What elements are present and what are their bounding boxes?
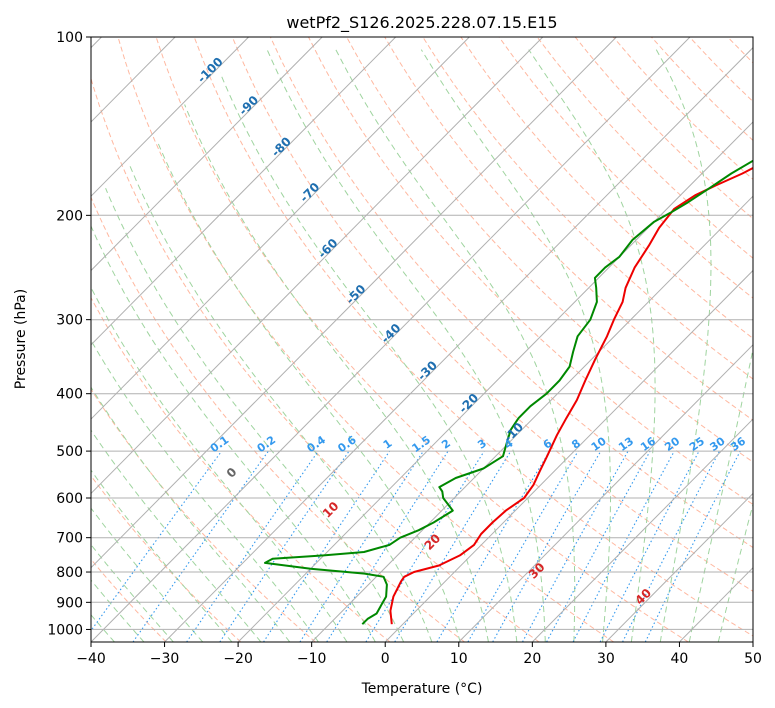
isotherm-line xyxy=(91,37,544,495)
moist-adiabat-line xyxy=(91,286,348,642)
x-axis-label: Temperature (°C) xyxy=(361,681,483,697)
y-tick-label: 600 xyxy=(56,491,83,507)
x-tick-label: 20 xyxy=(523,651,541,667)
mixing-ratio-line xyxy=(186,450,319,642)
dry-adiabat-line xyxy=(346,37,753,463)
x-tick-label: −10 xyxy=(297,651,327,667)
isotherm-line xyxy=(531,418,753,642)
y-tick-label: 200 xyxy=(56,208,83,224)
mixing-ratio-line xyxy=(546,450,651,642)
moist-adiabat-line xyxy=(91,579,145,642)
mixing-ratio-line xyxy=(394,450,512,642)
moist-adiabat-line xyxy=(335,49,576,642)
mixing-ratio-line xyxy=(522,450,629,642)
dewpoint-line xyxy=(264,159,753,625)
moist-adiabat-line xyxy=(91,386,291,642)
dry-adiabat-line xyxy=(91,474,242,642)
moist-adiabat-line xyxy=(688,346,753,642)
isotherm-line xyxy=(91,37,470,420)
moist-adiabat-line xyxy=(717,502,753,642)
y-tick-label: 300 xyxy=(56,313,83,329)
dry-adiabat-line xyxy=(91,296,391,642)
x-tick-label: −40 xyxy=(76,651,106,667)
x-tick-label: 0 xyxy=(381,651,390,667)
y-tick-label: 100 xyxy=(56,30,83,46)
moist-adiabat-line xyxy=(266,49,546,642)
grid-lines xyxy=(91,37,753,642)
mixing-ratio-line xyxy=(365,450,485,642)
mixing-ratio-line xyxy=(326,450,449,642)
x-tick-label: −20 xyxy=(223,651,253,667)
plot-area: 0.1 0.2 0.4 0.6 1 1.5 2 3 4 6 8 10 13 16 20 25 30 36-100-… xyxy=(91,37,753,642)
mixing-ratio-line xyxy=(622,450,720,642)
temperature-line xyxy=(389,166,753,625)
isotherm-line xyxy=(458,344,753,642)
isotherm-line xyxy=(237,121,753,642)
dry-adiabat-line xyxy=(91,196,465,642)
y-axis-label: Pressure (hPa) xyxy=(13,289,29,389)
moist-adiabat-line xyxy=(91,543,174,642)
x-tick-label: −30 xyxy=(150,651,180,667)
profile-lines xyxy=(264,159,753,625)
dry-adiabat-line xyxy=(91,558,167,642)
mixing-ratio-line xyxy=(644,450,741,642)
chart-title: wetPf2_S126.2025.228.07.15.E15 xyxy=(286,13,557,33)
x-tick-label: 40 xyxy=(671,651,689,667)
mixing-ratio-line xyxy=(263,450,391,642)
isotherm-line xyxy=(164,46,753,642)
dry-adiabat-line xyxy=(117,37,614,642)
y-tick-label: 700 xyxy=(56,531,83,547)
mixing-ratio-line xyxy=(572,450,675,642)
mixing-ratio-lines xyxy=(91,450,741,642)
dry-adiabat-line xyxy=(231,37,753,592)
moist-adiabat-line xyxy=(105,188,405,642)
dry-adiabat-line xyxy=(269,37,753,549)
y-axis-ticks: 100 200 300 400 500 600 700 800 900 1000 xyxy=(47,30,91,638)
isotherm-line xyxy=(91,37,397,346)
dry-adiabat-line xyxy=(91,76,540,642)
moist-adiabat-line xyxy=(219,72,518,642)
dry-adiabat-line xyxy=(460,37,753,339)
moist-adiabat-line xyxy=(91,507,204,642)
mixing-ratio-line xyxy=(219,450,350,642)
moist-adiabat-line xyxy=(91,469,233,642)
y-tick-label: 800 xyxy=(56,565,83,581)
y-tick-label: 500 xyxy=(56,444,83,460)
isotherm-line xyxy=(91,37,617,569)
moist-adiabat-line xyxy=(91,429,262,642)
y-tick-label: 1000 xyxy=(47,622,83,638)
x-axis-ticks: −40 −30 −20 −10 0 10 20 30 40 50 xyxy=(76,642,762,667)
x-tick-label: 50 xyxy=(744,651,762,667)
x-tick-label: 10 xyxy=(450,651,468,667)
moist-adiabat-line xyxy=(91,339,319,642)
y-tick-label: 900 xyxy=(56,595,83,611)
dry-adiabat-line xyxy=(422,37,753,380)
isotherm-line xyxy=(91,37,323,272)
isotherm-line xyxy=(311,195,753,642)
isotherm-line xyxy=(384,269,753,642)
isotherm-line xyxy=(605,492,753,642)
isotherm-line xyxy=(91,37,249,197)
y-tick-label: 400 xyxy=(56,387,83,403)
x-tick-label: 30 xyxy=(597,651,615,667)
mixing-ratio-line xyxy=(299,450,424,642)
isotherm-line xyxy=(91,37,691,642)
mixing-ratio-line xyxy=(91,450,223,632)
plot-frame xyxy=(90,36,754,643)
moist-adiabat-line xyxy=(655,49,712,642)
moist-adiabat-line xyxy=(528,49,656,642)
moist-adiabat-line xyxy=(184,104,489,642)
moist-adiabat-line xyxy=(129,165,433,642)
